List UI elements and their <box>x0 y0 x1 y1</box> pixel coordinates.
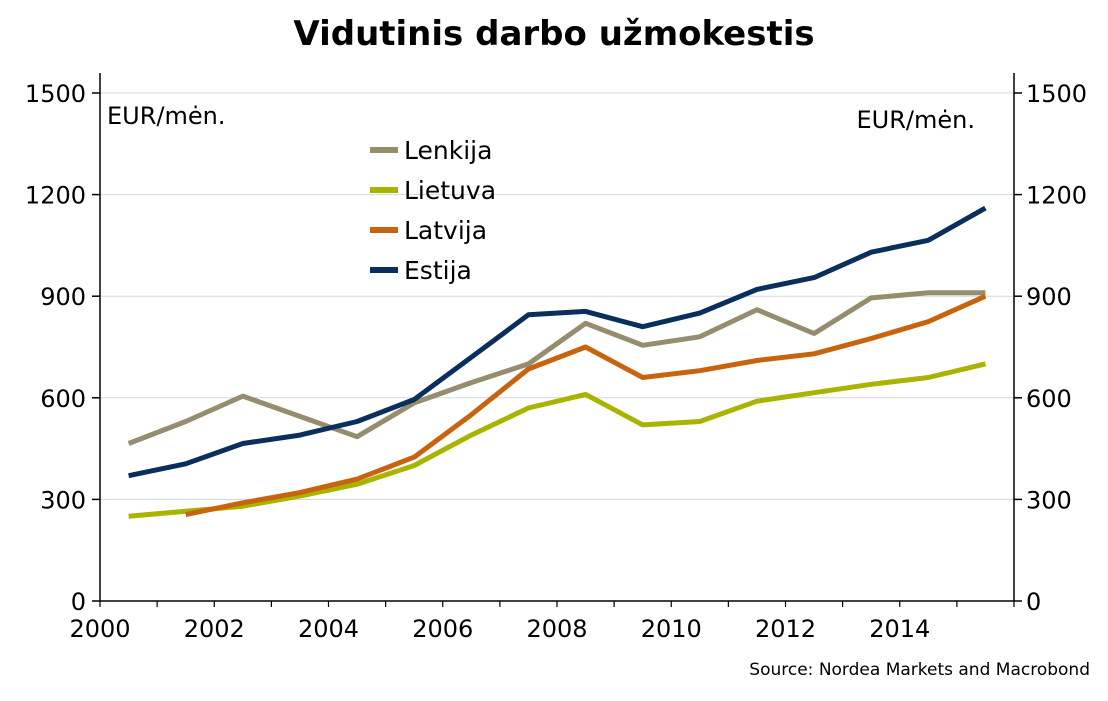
legend-label: Lenkija <box>404 136 492 165</box>
series-line-lenkija <box>127 290 986 446</box>
x-tick-label: 2004 <box>298 615 359 643</box>
series-lines <box>127 205 987 519</box>
legend-label: Lietuva <box>404 176 496 205</box>
series-line-lietuva <box>128 361 986 519</box>
y-tick-label-right: 600 <box>1026 385 1072 413</box>
x-tick-label: 2002 <box>184 615 245 643</box>
y-tick-label-right: 1500 <box>1026 80 1087 108</box>
legend-label: Estija <box>404 256 472 285</box>
y-tick-label-right: 1200 <box>1026 182 1087 210</box>
source-note: Source: Nordea Markets and Macrobond <box>749 660 1090 680</box>
y-tick-label-left: 600 <box>40 385 86 413</box>
series-line-latvija <box>185 293 987 518</box>
x-tick-label: 2012 <box>755 615 816 643</box>
chart-title: Vidutinis darbo užmokestis <box>293 14 815 54</box>
x-tick-label: 2006 <box>412 615 473 643</box>
y-tick-label-left: 0 <box>71 588 86 616</box>
series-line-estija <box>128 205 987 479</box>
y-unit-right: EUR/mėn. <box>857 106 975 134</box>
x-tick-label: 2014 <box>869 615 930 643</box>
y-tick-label-left: 300 <box>40 486 86 514</box>
y-tick-label-right: 0 <box>1026 588 1041 616</box>
y-tick-label-right: 900 <box>1026 283 1072 311</box>
legend: Lenkija Lietuva Latvija Estija <box>370 136 496 285</box>
x-tick-label: 2010 <box>641 615 702 643</box>
y-tick-label-left: 900 <box>40 283 86 311</box>
y-tick-label-right: 300 <box>1026 486 1072 514</box>
legend-label: Latvija <box>404 216 487 245</box>
x-tick-label: 2000 <box>69 615 130 643</box>
axes: 0 0 300 300 600 600 900 900 1200 1200 1500 1500 2000… <box>25 73 1087 643</box>
y-unit-left: EUR/mėn. <box>107 102 225 130</box>
y-tick-label-left: 1500 <box>25 80 86 108</box>
x-tick-label: 2008 <box>526 615 587 643</box>
y-tick-label-left: 1200 <box>25 182 86 210</box>
